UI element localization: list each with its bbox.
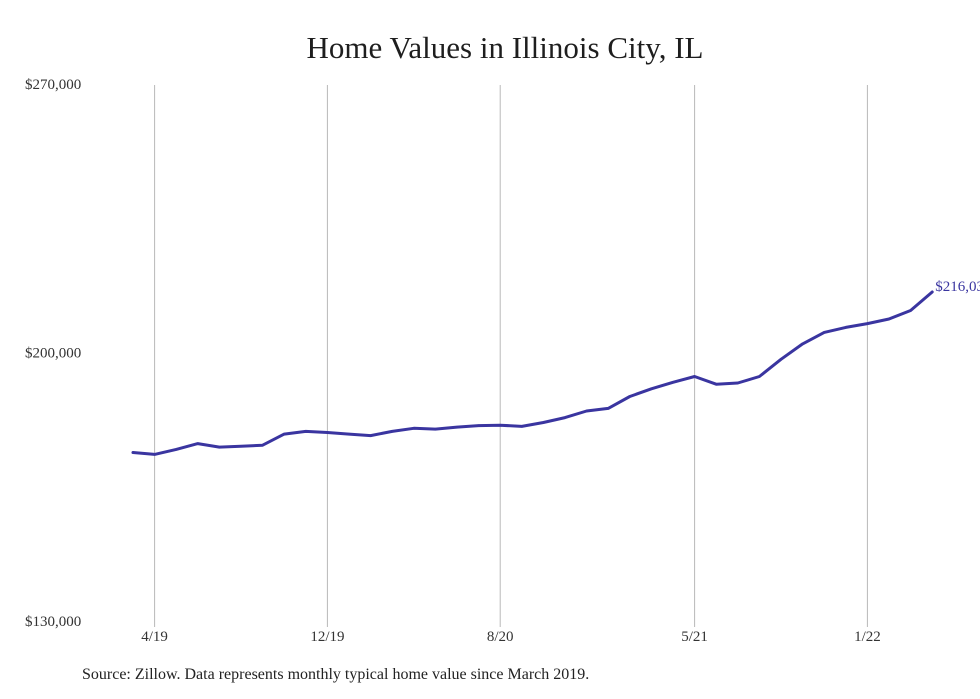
data-point [758, 375, 761, 378]
data-point [391, 430, 394, 433]
data-point [542, 421, 545, 424]
data-point [434, 427, 437, 431]
x-tick-label: 4/19 [141, 629, 168, 645]
data-point [347, 432, 351, 436]
y-tick-label: $200,000 [25, 346, 81, 362]
x-tick-label: 5/21 [681, 629, 708, 645]
data-point [866, 322, 869, 325]
x-axis-ticks: 4/19 12/19 8/20 5/21 1/22 [141, 629, 880, 645]
series-lines [131, 290, 934, 456]
data-point [650, 387, 653, 390]
series-line-0 [131, 290, 934, 456]
data-point [909, 309, 912, 312]
data-point [607, 407, 610, 410]
end-value-label: $216,032 [935, 279, 980, 295]
data-point [736, 381, 739, 385]
data-point [563, 416, 567, 419]
data-point [455, 425, 459, 429]
data-point [304, 430, 307, 433]
data-point [283, 432, 286, 436]
data-point [801, 342, 804, 346]
data-point [477, 424, 480, 427]
data-point [715, 382, 718, 386]
data-point [628, 395, 631, 398]
data-point [326, 431, 329, 434]
data-point [369, 434, 372, 437]
x-tick-label: 8/20 [487, 629, 514, 645]
data-point [931, 290, 934, 294]
data-point [412, 427, 415, 430]
data-point [239, 445, 243, 448]
y-tick-label: $130,000 [25, 614, 81, 630]
y-tick-label: $270,000 [25, 77, 81, 93]
data-point [499, 424, 502, 427]
data-point [175, 448, 178, 451]
data-point [131, 451, 135, 454]
data-point [671, 381, 675, 384]
data-point [693, 375, 696, 378]
data-point [261, 443, 264, 447]
data-point [823, 331, 826, 334]
chart-title: Home Values in Illinois City, IL [306, 30, 704, 65]
data-point [779, 358, 783, 361]
y-axis-ticks: $130,000 $200,000 $270,000 [25, 77, 81, 630]
data-labels: $216,032 [935, 279, 980, 295]
data-point [520, 425, 523, 428]
source-note: Source: Zillow. Data represents monthly … [82, 666, 590, 683]
data-point [585, 409, 588, 413]
x-tick-label: 12/19 [310, 629, 344, 645]
x-tick-label: 1/22 [854, 629, 881, 645]
data-point [153, 453, 156, 456]
data-point [844, 326, 847, 329]
data-point [887, 317, 891, 321]
data-point [218, 445, 221, 449]
data-point [196, 442, 199, 445]
grid-lines [154, 85, 868, 627]
